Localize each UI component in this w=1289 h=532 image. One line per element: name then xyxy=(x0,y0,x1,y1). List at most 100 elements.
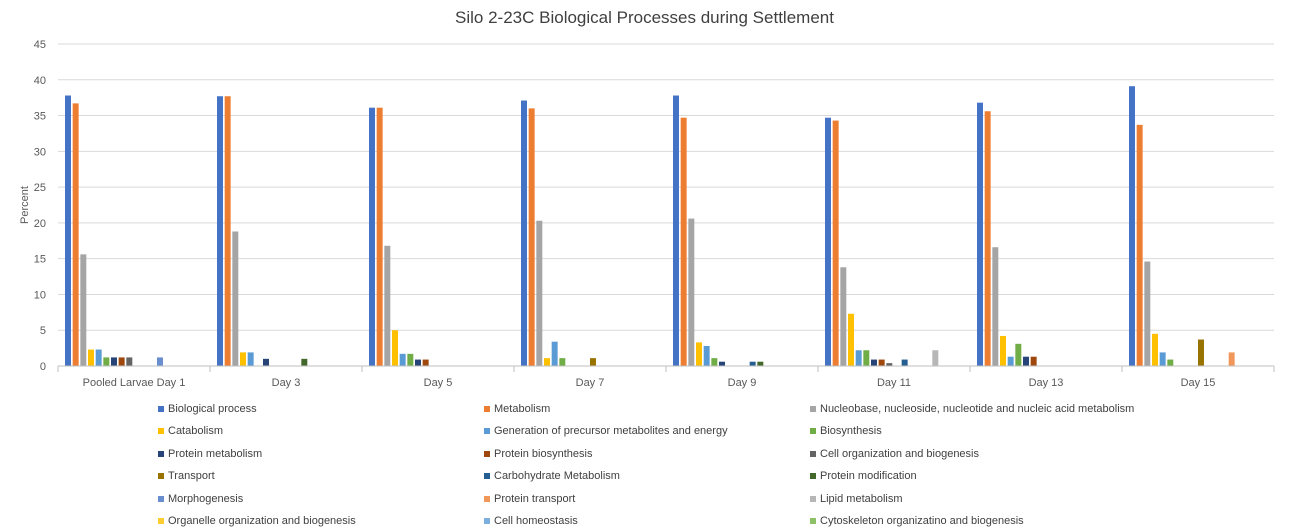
y-tick-label: 5 xyxy=(40,325,46,337)
legend-label: Nucleobase, nucleoside, nucleotide and n… xyxy=(820,402,1135,415)
bar xyxy=(719,361,725,366)
legend-swatch xyxy=(158,518,164,525)
x-tick-label: Day 15 xyxy=(1181,377,1216,389)
bar xyxy=(932,350,939,366)
legend-label: Transport xyxy=(168,470,215,483)
bar xyxy=(111,357,117,366)
y-axis-label: Percent xyxy=(19,186,31,224)
bar xyxy=(392,330,398,366)
legend-item: Generation of precursor metabolites and … xyxy=(484,423,810,441)
bar xyxy=(825,117,831,366)
bar xyxy=(88,349,94,366)
bar xyxy=(126,357,133,366)
legend-item: Cytoskeleton organizatino and biogenesis xyxy=(810,513,1230,531)
bar xyxy=(871,359,877,366)
legend-label: Protein modification xyxy=(820,470,917,483)
x-tick-label: Day 5 xyxy=(424,377,453,389)
y-tick-label: 45 xyxy=(34,39,46,51)
y-tick-label: 10 xyxy=(34,289,46,301)
legend-swatch xyxy=(810,405,816,412)
bar xyxy=(80,254,87,366)
bar xyxy=(832,120,839,366)
bar xyxy=(1144,261,1151,366)
bar xyxy=(95,349,102,366)
legend-item: Cell homeostasis xyxy=(484,513,810,531)
legend-swatch xyxy=(484,473,490,480)
legend-label: Metabolism xyxy=(494,402,551,415)
bar xyxy=(757,361,764,366)
legend-item: Cell organization and biogenesis xyxy=(810,445,1230,463)
legend-swatch xyxy=(158,428,164,435)
legend-swatch xyxy=(484,428,490,435)
bar xyxy=(1198,339,1204,366)
bar xyxy=(863,350,870,366)
bar xyxy=(1136,124,1143,366)
legend-label: Protein biosynthesis xyxy=(494,447,593,460)
bar xyxy=(217,96,223,366)
bar xyxy=(1000,335,1006,366)
legend-item: Protein metabolism xyxy=(158,445,484,463)
legend-label: Lipid metabolism xyxy=(820,492,903,505)
bar xyxy=(1129,86,1135,367)
legend-swatch xyxy=(484,518,490,525)
bar xyxy=(407,353,414,366)
legend-swatch xyxy=(810,473,816,480)
bar xyxy=(224,96,231,366)
legend-swatch xyxy=(158,473,164,480)
x-tick-label: Day 7 xyxy=(576,377,605,389)
bar xyxy=(415,359,421,366)
legend-item: Morphogenesis xyxy=(158,490,484,508)
y-tick-label: 40 xyxy=(34,75,46,87)
bar xyxy=(521,100,527,366)
bar xyxy=(232,231,239,366)
legend-label: Cell homeostasis xyxy=(494,515,578,528)
legend-item: Carbohydrate Metabolism xyxy=(484,468,810,486)
bar xyxy=(977,102,983,367)
legend-label: Biosynthesis xyxy=(820,425,882,438)
bar xyxy=(118,357,125,366)
bar xyxy=(1152,333,1158,366)
bar xyxy=(240,352,246,366)
legend-swatch xyxy=(484,405,490,412)
legend-item: Catabolism xyxy=(158,423,484,441)
legend-item: Protein modification xyxy=(810,468,1230,486)
bars xyxy=(65,86,1235,367)
bar xyxy=(848,313,854,366)
legend-swatch xyxy=(810,518,816,525)
bar xyxy=(544,358,550,366)
bar-chart: 0 5 10 15 20 25 30 35 40 45 Pooled Larvae Day 1 Day… xyxy=(19,39,1275,389)
bar xyxy=(384,245,391,366)
bar xyxy=(72,103,79,366)
legend-swatch xyxy=(158,450,164,457)
chart-title: Silo 2-23C Biological Processes during S… xyxy=(455,8,834,27)
bar xyxy=(992,247,999,366)
bar xyxy=(399,353,406,366)
legend-item: Biosynthesis xyxy=(810,423,1230,441)
bar xyxy=(376,107,383,366)
legend-label: Organelle organization and biogenesis xyxy=(168,515,356,528)
y-tick-label: 30 xyxy=(34,146,46,158)
bar xyxy=(696,342,702,366)
y-tick-label: 25 xyxy=(34,182,46,194)
legend-item: Protein biosynthesis xyxy=(484,445,810,463)
legend-item: Nucleobase, nucleoside, nucleotide and n… xyxy=(810,400,1230,418)
legend-label: Protein transport xyxy=(494,492,576,505)
legend-label: Carbohydrate Metabolism xyxy=(494,470,620,483)
bar xyxy=(536,220,543,366)
bar xyxy=(65,95,71,367)
axes: 0 5 10 15 20 25 30 35 40 45 Pooled Larvae Day 1 Day… xyxy=(34,39,1275,389)
x-tick-label: Pooled Larvae Day 1 xyxy=(83,377,186,389)
legend-label: Morphogenesis xyxy=(168,492,244,505)
legend-item: Protein transport xyxy=(484,490,810,508)
y-tick-label: 0 xyxy=(40,361,46,373)
legend-label: Cytoskeleton organizatino and biogenesis xyxy=(820,515,1024,528)
legend-swatch xyxy=(810,495,816,502)
bar xyxy=(886,363,893,366)
bar xyxy=(680,117,687,366)
bar xyxy=(840,267,847,366)
bar xyxy=(247,352,254,366)
bar xyxy=(559,358,566,366)
legend-item: Organelle organization and biogenesis xyxy=(158,513,484,531)
bar xyxy=(711,358,718,366)
bar xyxy=(103,357,110,366)
